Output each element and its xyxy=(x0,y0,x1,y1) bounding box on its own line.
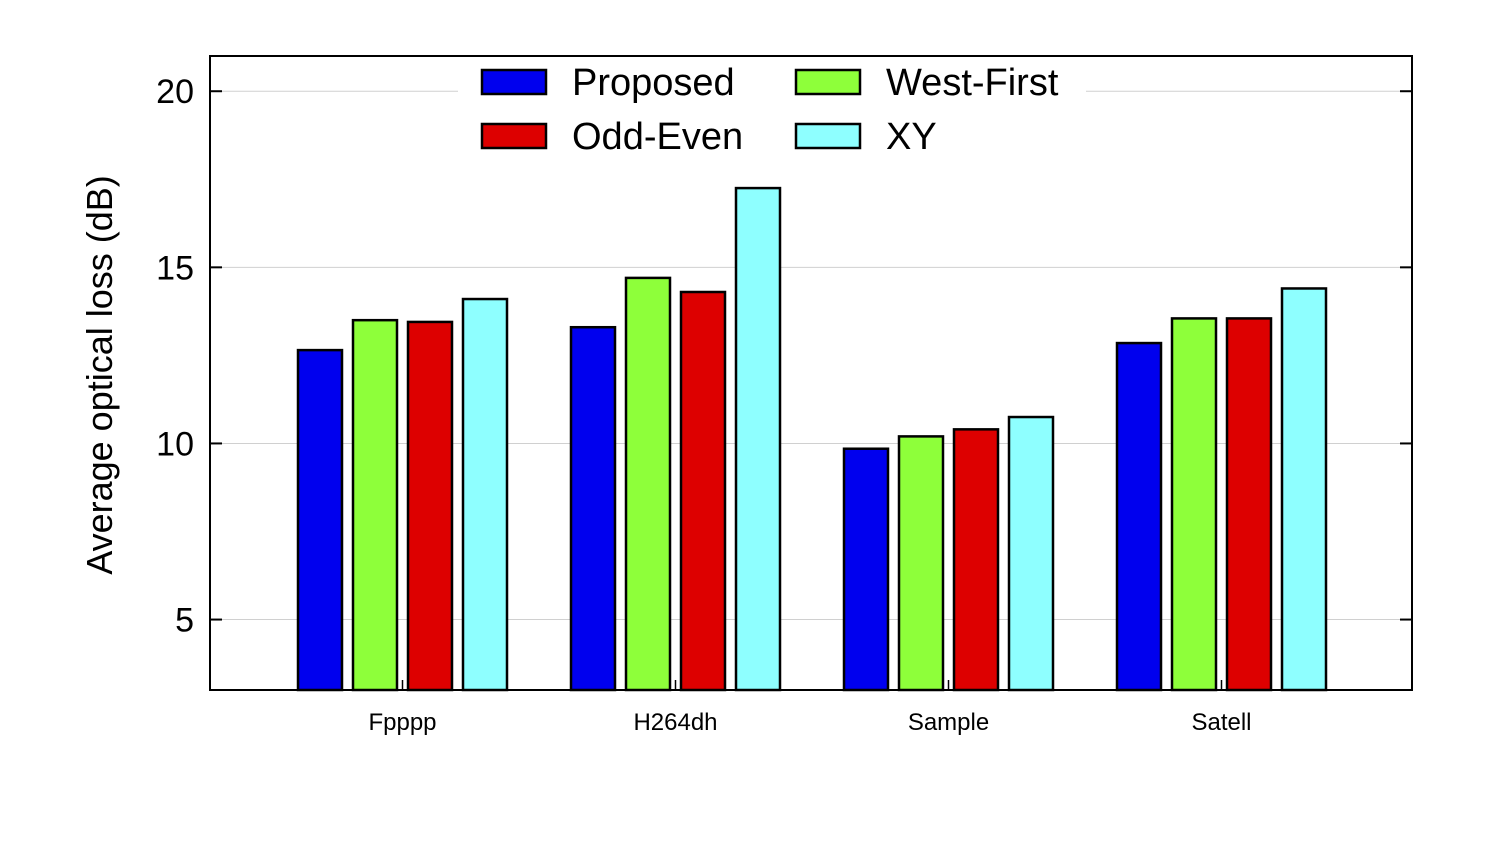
x-tick-label: Sample xyxy=(908,709,989,736)
plot-frame xyxy=(209,55,1413,691)
bar-satell-xy xyxy=(1280,287,1328,692)
bar-h264dh-odd-even xyxy=(679,290,727,692)
x-axis: Fpppp H264dh Sample Satell xyxy=(368,680,1252,736)
bar-fpppp-odd-even xyxy=(406,320,454,692)
legend-swatch-odd-even xyxy=(480,122,548,150)
legend: Proposed West-First Odd-Even XY xyxy=(458,60,1086,170)
bars xyxy=(296,186,1328,692)
bar-sample-odd-even xyxy=(952,428,1000,692)
legend-label-west-first: West-First xyxy=(886,62,1059,104)
bar-fpppp-proposed xyxy=(296,348,344,692)
bar-sample-proposed xyxy=(842,447,890,692)
bar-satell-west-first xyxy=(1170,317,1218,692)
x-tick-label: Fpppp xyxy=(368,709,436,736)
bar-h264dh-proposed xyxy=(569,325,617,692)
y-tick-label: 5 xyxy=(175,602,194,640)
bar-h264dh-west-first xyxy=(624,276,672,692)
x-tick-label: H264dh xyxy=(633,709,717,736)
legend-label-odd-even: Odd-Even xyxy=(572,116,743,158)
legend-swatch-xy xyxy=(794,122,862,150)
y-tick-label: 10 xyxy=(156,425,194,463)
legend-swatch-west-first xyxy=(794,68,862,96)
bar-h264dh-xy xyxy=(734,186,782,692)
bar-fpppp-west-first xyxy=(351,318,399,692)
y-axis: 5 10 15 20 xyxy=(156,73,1412,640)
x-tick-label: Satell xyxy=(1191,709,1251,736)
bar-satell-odd-even xyxy=(1225,317,1273,692)
bar-sample-xy xyxy=(1007,415,1055,692)
bar-sample-west-first xyxy=(897,435,945,692)
legend-swatch-proposed xyxy=(480,68,548,96)
legend-background xyxy=(458,60,1086,170)
legend-label-proposed: Proposed xyxy=(572,62,735,104)
bar-satell-proposed xyxy=(1115,341,1163,692)
y-axis-label: Average optical loss (dB) xyxy=(79,175,120,575)
y-tick-label: 15 xyxy=(156,249,194,287)
bar-fpppp-xy xyxy=(461,297,509,692)
legend-label-xy: XY xyxy=(886,116,937,158)
y-tick-label: 20 xyxy=(156,73,194,111)
